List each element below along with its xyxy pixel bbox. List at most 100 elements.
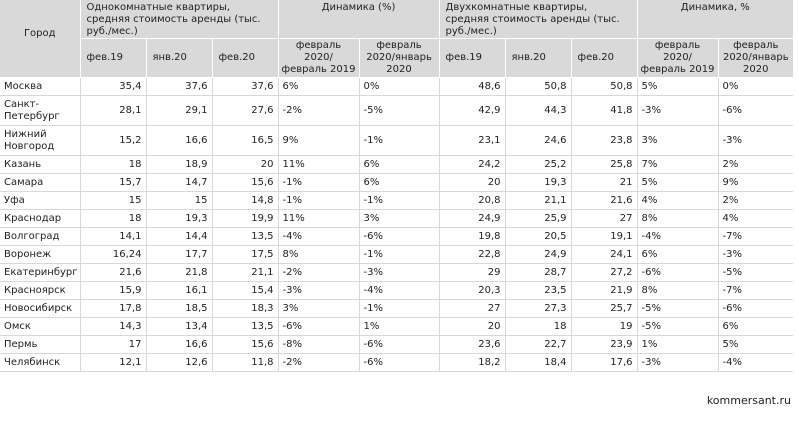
city-cell: Пермь <box>0 335 81 354</box>
sub-header-1r-mom: февраль 2020/январь 2020 <box>359 38 440 78</box>
cell-1r-feb20: 15,6 <box>212 173 279 192</box>
cell-1r-mom: 6% <box>359 173 440 192</box>
cell-1r-feb19: 15,7 <box>80 173 147 192</box>
cell-1r-feb20: 18,3 <box>212 299 279 318</box>
cell-2r-feb20: 19,1 <box>571 227 638 246</box>
cell-1r-jan20: 13,4 <box>146 317 213 336</box>
cell-1r-feb19: 28,1 <box>80 95 147 126</box>
cell-1r-yoy: 9% <box>278 125 360 156</box>
cell-2r-feb19: 42,9 <box>439 95 506 126</box>
cell-2r-yoy: -3% <box>637 95 719 126</box>
cell-2r-feb20: 17,6 <box>571 353 638 372</box>
cell-2r-yoy: -6% <box>637 263 719 282</box>
cell-2r-yoy: 5% <box>637 77 719 96</box>
city-cell: Санкт-Петербург <box>0 95 81 126</box>
header-row-sub: фев.19 янв.20 фев.20 февраль 2020/феврал… <box>0 38 794 78</box>
cell-1r-feb19: 17 <box>80 335 147 354</box>
table-row: Воронеж 16,24 17,7 17,5 8% -1% 22,8 24,9 24,1 6% -… <box>0 245 794 264</box>
cell-2r-jan20: 28,7 <box>505 263 572 282</box>
city-cell: Самара <box>0 173 81 192</box>
cell-1r-jan20: 18,5 <box>146 299 213 318</box>
cell-1r-yoy: -1% <box>278 173 360 192</box>
cell-1r-feb20: 17,5 <box>212 245 279 264</box>
cell-1r-mom: -3% <box>359 263 440 282</box>
cell-2r-feb19: 27 <box>439 299 506 318</box>
cell-1r-mom: -6% <box>359 335 440 354</box>
cell-1r-mom: -1% <box>359 299 440 318</box>
cell-1r-yoy: 3% <box>278 299 360 318</box>
cell-2r-feb19: 29 <box>439 263 506 282</box>
cell-1r-feb20: 13,5 <box>212 227 279 246</box>
cell-1r-feb19: 21,6 <box>80 263 147 282</box>
cell-1r-mom: -4% <box>359 281 440 300</box>
city-cell: Нижний Новгород <box>0 125 81 156</box>
sub-header-1r-feb19: фев.19 <box>80 38 147 78</box>
cell-2r-jan20: 50,8 <box>505 77 572 96</box>
cell-2r-mom: 6% <box>718 317 794 336</box>
cell-2r-feb20: 27 <box>571 209 638 228</box>
city-cell: Омск <box>0 317 81 336</box>
city-cell: Казань <box>0 155 81 174</box>
header-row-groups: Город Однокомнатные квартиры, средняя ст… <box>0 0 794 78</box>
table-row: Пермь 17 16,6 15,6 -8% -6% 23,6 22,7 23,9 1% 5% <box>0 335 794 354</box>
table-row: Санкт-Петербург 28,1 29,1 27,6 -2% -5% 42,9 44,… <box>0 95 794 126</box>
cell-1r-mom: -6% <box>359 353 440 372</box>
cell-2r-yoy: -3% <box>637 353 719 372</box>
cell-1r-jan20: 16,6 <box>146 335 213 354</box>
cell-2r-mom: -3% <box>718 125 794 156</box>
table-row: Омск 14,3 13,4 13,5 -6% 1% 20 18 19 -5% 6% <box>0 317 794 336</box>
cell-2r-yoy: -5% <box>637 317 719 336</box>
cell-2r-feb20: 21,9 <box>571 281 638 300</box>
cell-2r-jan20: 44,3 <box>505 95 572 126</box>
cell-2r-jan20: 23,5 <box>505 281 572 300</box>
cell-1r-feb19: 14,1 <box>80 227 147 246</box>
cell-2r-mom: -7% <box>718 281 794 300</box>
sub-header-2r-mom: февраль 2020/январь 2020 <box>718 38 794 78</box>
cell-1r-mom: 1% <box>359 317 440 336</box>
cell-1r-feb19: 15,2 <box>80 125 147 156</box>
city-cell: Уфа <box>0 191 81 210</box>
cell-1r-jan20: 14,7 <box>146 173 213 192</box>
cell-2r-feb19: 19,8 <box>439 227 506 246</box>
cell-2r-mom: -5% <box>718 263 794 282</box>
table-body: Москва 35,4 37,6 37,6 6% 0% 48,6 50,8 50,8 5% 0% Са… <box>0 77 794 372</box>
cell-2r-feb19: 18,2 <box>439 353 506 372</box>
cell-2r-feb20: 24,1 <box>571 245 638 264</box>
cell-2r-feb19: 24,9 <box>439 209 506 228</box>
cell-2r-feb19: 24,2 <box>439 155 506 174</box>
cell-1r-feb20: 14,8 <box>212 191 279 210</box>
cell-2r-yoy: -5% <box>637 299 719 318</box>
cell-2r-jan20: 21,1 <box>505 191 572 210</box>
cell-1r-jan20: 19,3 <box>146 209 213 228</box>
sub-header-2r-feb19: фев.19 <box>439 38 506 78</box>
cell-2r-jan20: 25,2 <box>505 155 572 174</box>
sub-header-1r-jan20: янв.20 <box>146 38 213 78</box>
cell-2r-feb20: 23,8 <box>571 125 638 156</box>
table-row: Москва 35,4 37,6 37,6 6% 0% 48,6 50,8 50,8 5% 0% <box>0 77 794 96</box>
cell-1r-yoy: -8% <box>278 335 360 354</box>
cell-1r-mom: -1% <box>359 191 440 210</box>
cell-1r-feb20: 37,6 <box>212 77 279 96</box>
cell-1r-yoy: 11% <box>278 209 360 228</box>
city-cell: Воронеж <box>0 245 81 264</box>
cell-1r-jan20: 14,4 <box>146 227 213 246</box>
one-room-dynamics-header: Динамика (%) <box>278 0 440 39</box>
cell-1r-jan20: 16,6 <box>146 125 213 156</box>
cell-1r-yoy: 8% <box>278 245 360 264</box>
two-room-dynamics-header: Динамика, % <box>637 0 794 39</box>
cell-1r-feb20: 27,6 <box>212 95 279 126</box>
cell-1r-feb19: 15,9 <box>80 281 147 300</box>
cell-2r-mom: 2% <box>718 191 794 210</box>
sub-header-2r-feb20: фев.20 <box>571 38 638 78</box>
cell-1r-mom: -1% <box>359 125 440 156</box>
cell-1r-yoy: -3% <box>278 281 360 300</box>
city-cell: Москва <box>0 77 81 96</box>
table-row: Нижний Новгород 15,2 16,6 16,5 9% -1% 23,1 24,6… <box>0 125 794 156</box>
cell-1r-feb19: 16,24 <box>80 245 147 264</box>
cell-2r-jan20: 22,7 <box>505 335 572 354</box>
cell-2r-jan20: 24,9 <box>505 245 572 264</box>
cell-1r-feb19: 14,3 <box>80 317 147 336</box>
cell-2r-feb20: 19 <box>571 317 638 336</box>
cell-2r-feb20: 21 <box>571 173 638 192</box>
cell-1r-jan20: 12,6 <box>146 353 213 372</box>
